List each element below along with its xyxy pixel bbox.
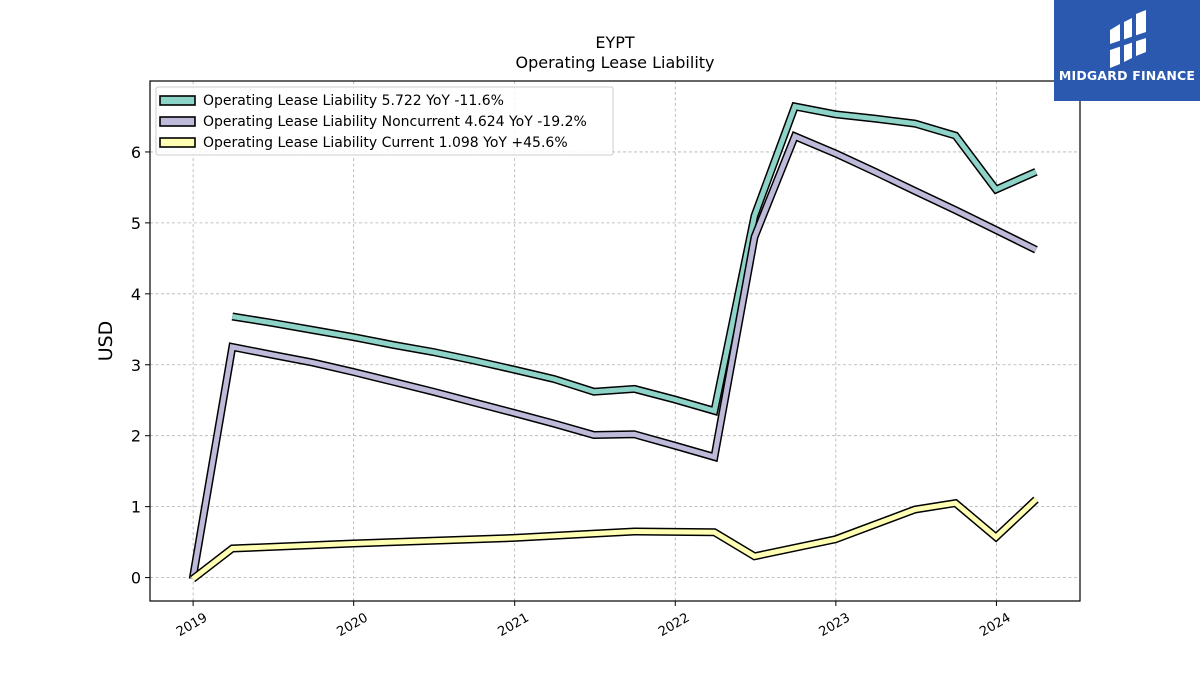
legend-swatch xyxy=(159,116,196,127)
legend-label: Operating Lease Liability 5.722 YoY -11.… xyxy=(203,93,504,109)
x-tick-label: 2022 xyxy=(656,610,692,640)
y-tick-label: 1 xyxy=(131,498,141,517)
x-axis: 2019 2020 2021 2022 2023 2024 xyxy=(174,601,1013,640)
brand-mark-icon xyxy=(1110,10,1146,68)
brand-logo: MIDGARD FINANCE xyxy=(1054,0,1200,101)
series-line xyxy=(191,497,1038,581)
legend-label: Operating Lease Liability Current 1.098 … xyxy=(203,135,568,151)
legend-swatch xyxy=(159,95,196,106)
series-2 xyxy=(188,131,1038,580)
y-tick-label: 5 xyxy=(131,214,141,233)
y-tick-label: 3 xyxy=(131,356,141,375)
legend: Operating Lease Liability 5.722 YoY -11.… xyxy=(155,86,614,156)
y-tick-label: 4 xyxy=(131,285,141,304)
brand-name: MIDGARD FINANCE xyxy=(1058,68,1196,83)
legend-label: Operating Lease Liability Noncurrent 4.6… xyxy=(203,114,587,130)
y-tick-label: 6 xyxy=(131,143,141,162)
x-tick-label: 2024 xyxy=(977,610,1013,640)
plot-area-frame xyxy=(149,80,1081,602)
legend-swatch xyxy=(159,137,196,148)
chart-title: EYPT xyxy=(595,33,635,52)
series-line xyxy=(231,103,1038,415)
x-tick-label: 2020 xyxy=(335,610,371,640)
y-axis-label: USD xyxy=(95,321,117,362)
series-lines xyxy=(188,101,1039,583)
series-line xyxy=(190,133,1038,580)
x-tick-label: 2021 xyxy=(496,610,532,640)
grid xyxy=(150,81,1080,601)
y-tick-label: 0 xyxy=(131,569,141,588)
y-axis: 0 1 2 3 4 5 6 xyxy=(131,143,150,588)
y-tick-label: 2 xyxy=(131,427,141,446)
x-tick-label: 2023 xyxy=(817,610,853,640)
chart-subtitle: Operating Lease Liability xyxy=(515,53,714,72)
x-tick-label: 2019 xyxy=(174,610,210,640)
legend-box xyxy=(155,86,614,156)
series-1 xyxy=(231,101,1038,416)
series-3 xyxy=(190,496,1039,583)
